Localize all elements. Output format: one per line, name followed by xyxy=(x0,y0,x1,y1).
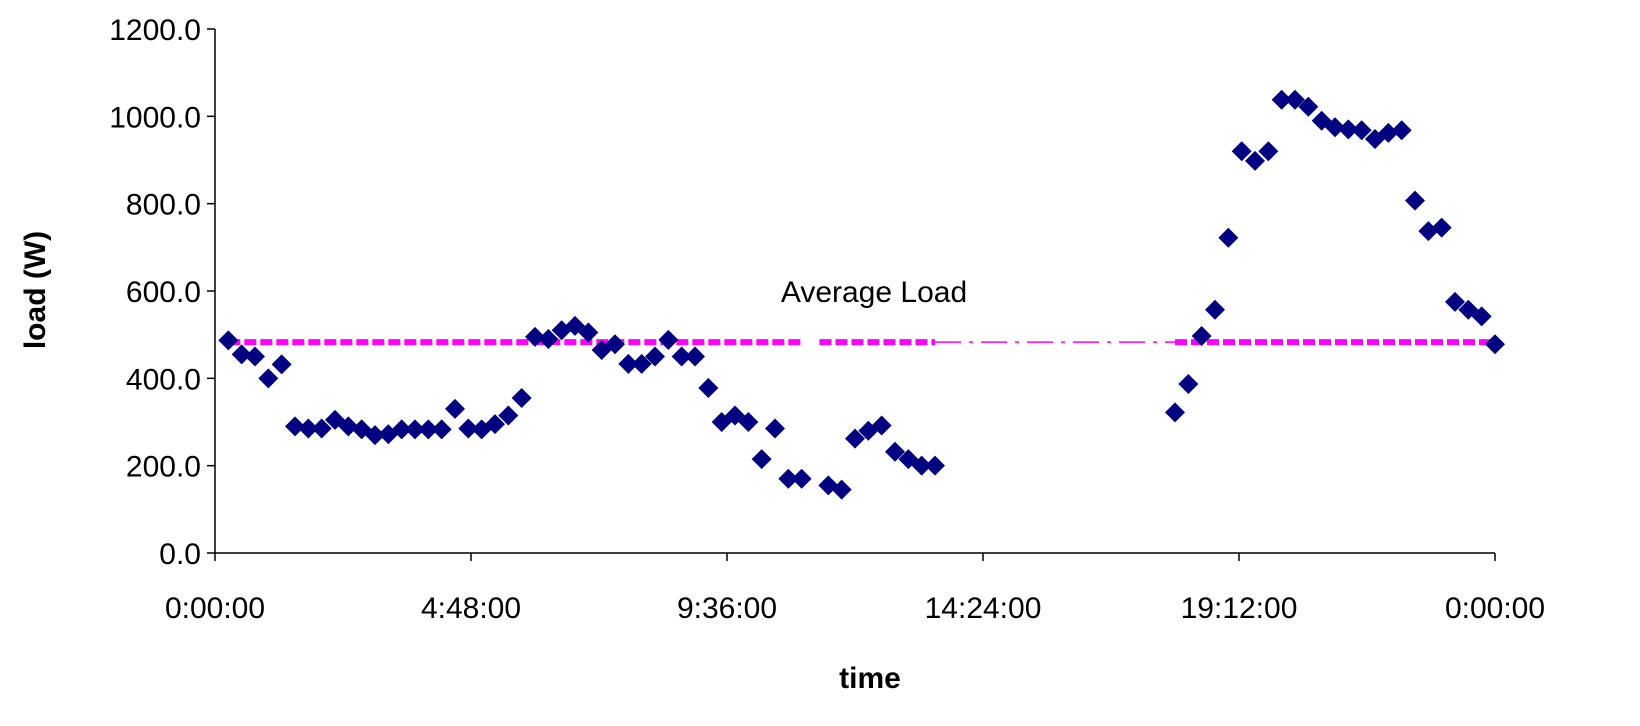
data-point xyxy=(431,419,452,440)
data-point xyxy=(1325,117,1345,138)
data-point xyxy=(738,412,759,432)
data-point xyxy=(618,353,639,374)
x-tick-label: 19:12:00 xyxy=(1181,592,1298,625)
data-point xyxy=(1445,291,1465,312)
y-tick-label: 200.0 xyxy=(126,451,201,484)
data-point xyxy=(658,329,679,350)
data-point xyxy=(218,330,239,351)
data-point xyxy=(271,354,292,375)
data-point xyxy=(845,428,865,449)
x-tick-label: 0:00:00 xyxy=(165,592,265,625)
x-tick-label: 9:36:00 xyxy=(677,592,777,625)
data-point xyxy=(871,415,892,436)
data-point xyxy=(525,326,545,347)
data-point xyxy=(1285,89,1305,110)
data-point xyxy=(671,346,692,367)
data-point xyxy=(1271,89,1292,110)
data-point xyxy=(1298,96,1319,117)
data-point xyxy=(1431,217,1452,238)
data-point xyxy=(685,346,705,367)
x-tick-label: 0:00:00 xyxy=(1445,592,1545,625)
data-point xyxy=(1165,402,1185,423)
data-point xyxy=(1391,120,1412,141)
data-point xyxy=(1485,334,1505,355)
data-point xyxy=(751,449,772,470)
data-point xyxy=(1351,120,1372,141)
data-point xyxy=(298,418,319,439)
data-point xyxy=(925,455,945,476)
data-points xyxy=(218,89,1505,500)
data-point xyxy=(538,329,559,350)
y-tick-label: 1000.0 xyxy=(109,101,201,134)
data-point xyxy=(698,377,719,398)
data-point xyxy=(498,405,519,426)
data-point xyxy=(885,441,905,462)
x-tick-label: 14:24:00 xyxy=(925,592,1042,625)
data-point xyxy=(1471,306,1492,327)
data-point xyxy=(765,418,785,439)
y-tick-label: 400.0 xyxy=(126,363,201,396)
y-axis-title: load (W) xyxy=(19,231,52,349)
data-point xyxy=(511,387,532,408)
data-point xyxy=(245,346,265,367)
data-point xyxy=(458,418,479,439)
data-point xyxy=(365,425,385,446)
data-point xyxy=(405,419,425,440)
data-point xyxy=(311,418,332,439)
data-point xyxy=(1338,119,1359,140)
axes xyxy=(207,28,1496,561)
y-tick-label: 0.0 xyxy=(159,538,201,571)
data-point xyxy=(231,344,252,365)
data-point xyxy=(258,368,279,389)
data-point xyxy=(1405,190,1425,211)
data-point xyxy=(1205,299,1225,320)
data-point xyxy=(445,398,465,419)
data-point xyxy=(1231,141,1252,162)
data-point xyxy=(1191,325,1212,346)
data-point xyxy=(791,468,812,489)
y-tick-label: 1200.0 xyxy=(109,14,201,47)
data-point xyxy=(1178,374,1199,395)
tick-labels: 0.0 200.0 400.0 600.0 800.0 1000.0 1200.0 0:00:… xyxy=(109,14,1545,625)
y-tick-label: 800.0 xyxy=(126,189,201,222)
data-point xyxy=(1218,227,1239,248)
data-point xyxy=(578,322,599,343)
data-point xyxy=(1245,150,1265,171)
x-tick-label: 4:48:00 xyxy=(421,592,521,625)
data-point xyxy=(418,419,439,440)
data-point xyxy=(605,334,625,355)
average-load-annotation: Average Load xyxy=(781,276,967,309)
data-point xyxy=(391,419,412,440)
data-point xyxy=(1258,141,1279,162)
data-point xyxy=(911,455,932,476)
y-tick-label: 600.0 xyxy=(126,276,201,309)
data-point xyxy=(778,468,799,489)
data-point xyxy=(831,479,852,500)
data-point xyxy=(485,414,505,435)
data-point xyxy=(338,416,359,437)
data-point xyxy=(285,416,305,437)
data-point xyxy=(1378,122,1399,143)
data-point xyxy=(631,353,652,374)
data-point xyxy=(645,346,665,367)
x-axis-title: time xyxy=(839,662,901,695)
